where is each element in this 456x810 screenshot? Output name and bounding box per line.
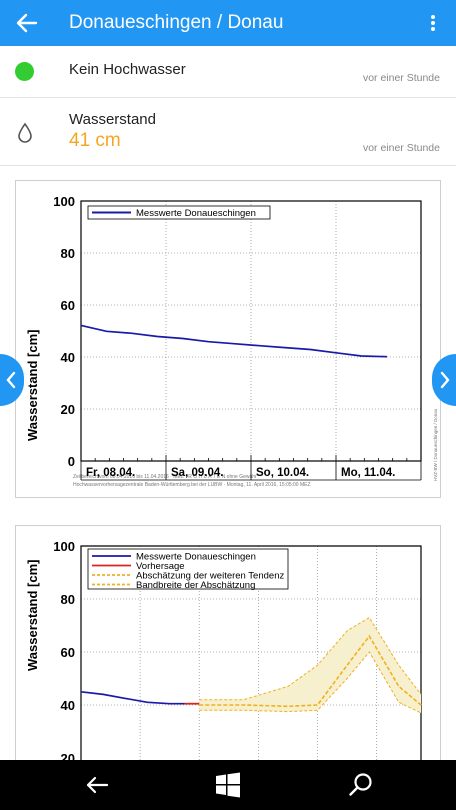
divider [0,97,456,98]
water-drop-icon [18,122,32,143]
search-icon[interactable] [346,770,376,800]
band-area [199,617,421,713]
y-axis-label: Wasserstand [cm] [25,330,40,442]
waterlevel-value: 41 cm [69,130,121,151]
y-tick-label: 80 [61,592,75,607]
y-tick-label: 40 [61,698,75,713]
app-bar: Donaueschingen / Donau [0,0,456,46]
arrow-left-icon[interactable] [14,10,40,36]
series-line-messwerte [80,324,388,358]
page-title: Donaueschingen / Donau [69,12,284,33]
y-tick-label: 80 [61,246,75,261]
divider [0,165,456,166]
y-tick-label: 0 [68,454,75,469]
flood-status-time: vor einer Stunde [362,72,440,84]
more-vertical-icon[interactable] [424,13,442,33]
x-tick-label: So, 10.04. [256,467,309,479]
y-tick-label: 60 [61,298,75,313]
band-boundary-line [199,651,422,714]
waterlevel-time: vor einer Stunde [362,142,440,154]
waterlevel-chart-measured[interactable]: Wasserstand [cm] Zeitbereich vom 08.04.2… [15,180,441,498]
y-tick-label: 20 [61,402,75,417]
chart-canvas: Wasserstand [cm] Zeitbereich vom 08.04.2… [25,194,438,488]
legend-label: Bandbreite der Abschätzung [136,580,255,591]
y-tick-label: 100 [53,539,75,554]
x-tick-label: Sa, 09.04. [171,467,223,479]
legend-label: Vorhersage [136,561,185,572]
waterlevel-chart-forecast[interactable]: Wasserstand [cm] 20 40 60 80 100 Messwerte Do… [15,525,441,766]
next-chart-button[interactable] [432,354,456,406]
legend-label: Messwerte Donaueschingen [136,552,256,563]
chevron-left-icon [6,371,16,389]
chart-footer-1: Zeitbereich vom 08.04.2016 bis 11.04.201… [73,474,257,480]
waterlevel-label: Wasserstand [69,111,156,128]
windows-logo-icon[interactable] [213,770,243,800]
previous-chart-button[interactable] [0,354,24,406]
chevron-right-icon [440,371,450,389]
y-tick-label: 60 [61,645,75,660]
chart-footer-2: Hochwasservorhersagezentrale Baden-Württ… [73,482,311,488]
system-navigation-bar [0,760,456,810]
x-tick-label: Fr, 08.04. [86,467,135,479]
series-line-messwerte [80,690,185,705]
chart-side-note: HVZ-BW / Donaueschingen / Donau [433,408,438,481]
y-tick-label: 40 [61,350,75,365]
flood-status-indicator [15,62,34,81]
y-tick-label: 100 [53,194,75,209]
flood-status-label: Kein Hochwasser [69,61,186,78]
back-arrow-icon[interactable] [82,770,112,800]
y-axis-label: Wasserstand [cm] [25,560,40,672]
series-line-tendenz [199,634,422,708]
legend-label: Messwerte Donaueschingen [136,208,256,219]
legend-box [87,205,271,220]
legend-label: Abschätzung der weiteren Tendenz [136,571,284,582]
x-tick-label: Mo, 11.04. [341,467,395,479]
band-boundary-line [199,616,422,701]
plot-frame [80,545,422,766]
